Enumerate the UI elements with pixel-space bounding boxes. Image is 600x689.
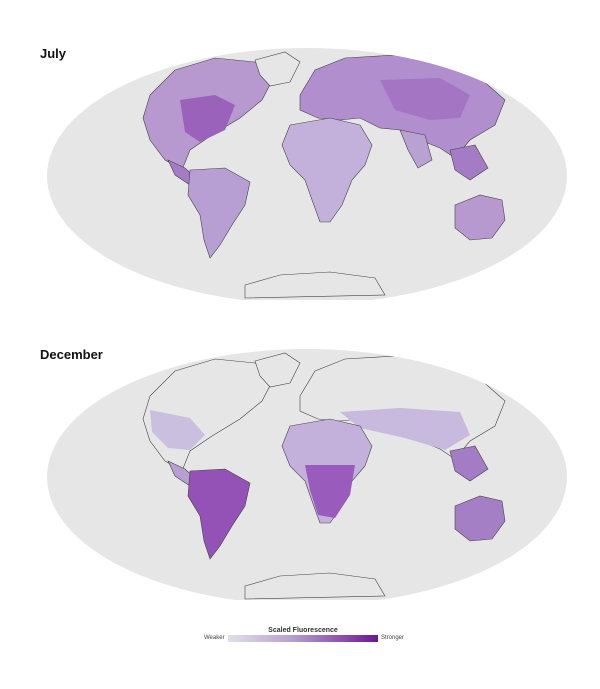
landmass-asia-south <box>340 408 470 450</box>
landmass-north-america-east <box>180 95 235 142</box>
landmass-south-asia <box>399 129 433 169</box>
legend-low-label: Weaker <box>204 635 225 641</box>
landmass-australia <box>454 194 506 241</box>
landmass-siberia-highlight <box>380 78 470 120</box>
landmass-south-america <box>187 468 251 560</box>
legend-color-bar <box>228 635 378 642</box>
landmass-north-america-south <box>150 410 205 450</box>
landmass-southeast-asia <box>449 445 489 482</box>
legend-title: Scaled Fluorescence <box>268 627 338 634</box>
legend-high-label: Stronger <box>381 635 405 641</box>
panel-title-december: December <box>40 347 103 362</box>
landmass-greenland <box>254 352 301 388</box>
panel-title-july: July <box>40 46 67 61</box>
landmass-africa-south <box>305 465 355 518</box>
landmass-south-america <box>187 167 251 259</box>
landmass-greenland <box>254 51 301 87</box>
landmass-antarctica <box>244 572 386 600</box>
landmass-africa <box>281 117 373 223</box>
landmass-southeast-asia <box>449 144 489 181</box>
map-july <box>47 48 567 300</box>
landmass-australia <box>454 495 506 542</box>
map-december <box>47 349 567 600</box>
landmass-antarctica <box>244 271 386 299</box>
